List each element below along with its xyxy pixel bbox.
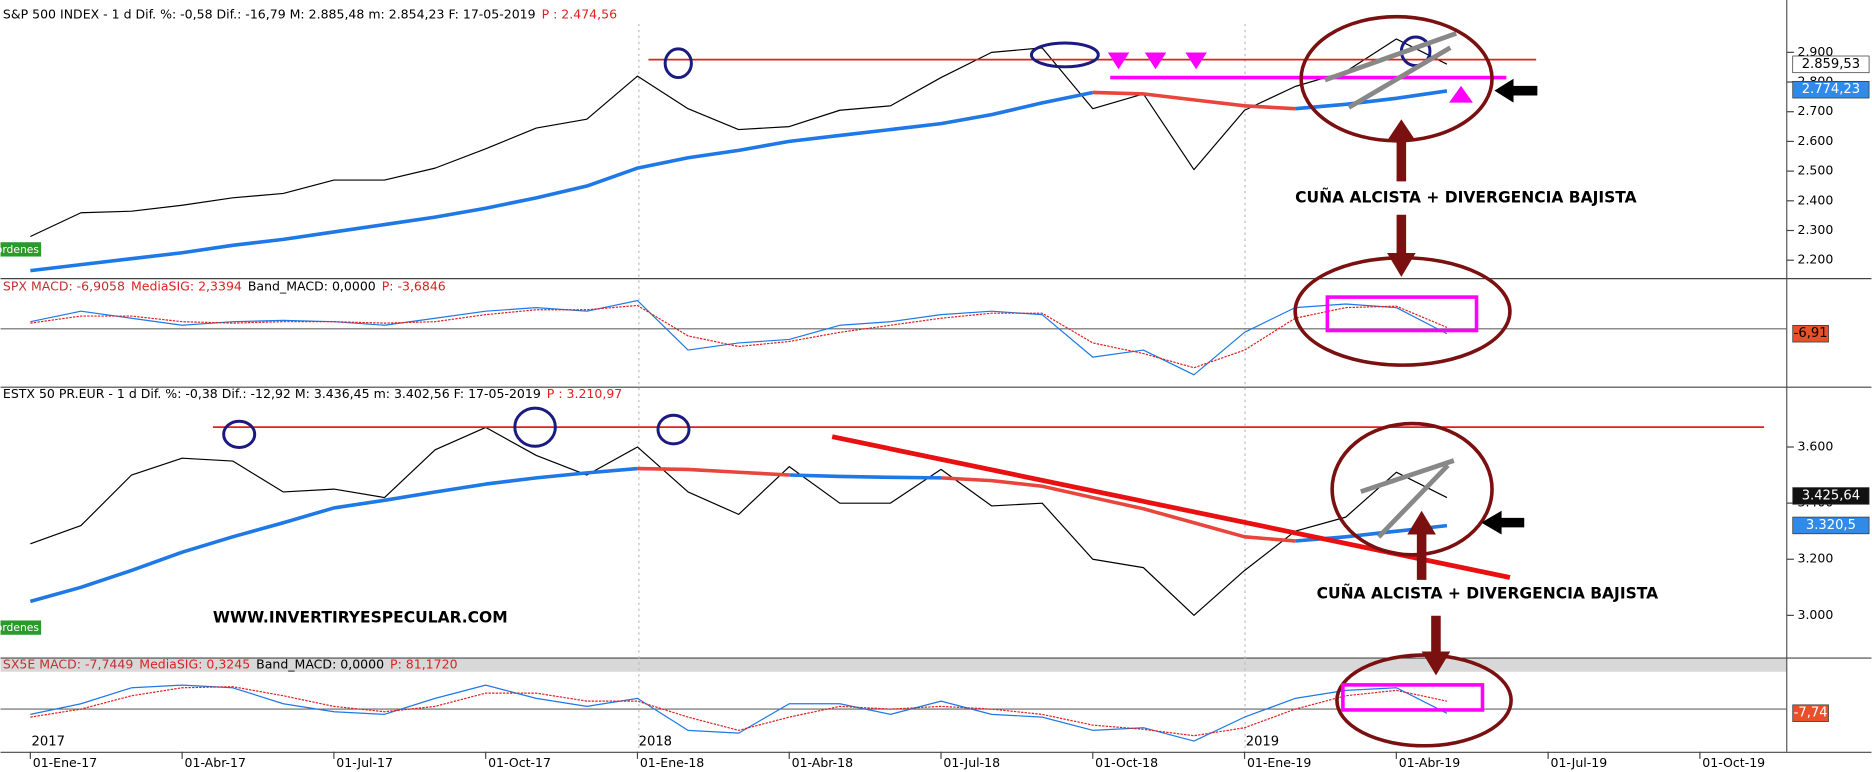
circle-marker — [222, 419, 257, 449]
wedge-line — [1324, 31, 1458, 83]
wedge-line — [1376, 463, 1450, 539]
x-tick-label: 01-Abr-18 — [792, 755, 853, 770]
arrow — [1407, 510, 1436, 580]
y-tick-label: 2.600 — [1797, 133, 1833, 148]
orders-tag: ordenes — [0, 243, 39, 256]
x-tick-label: 01-Jul-18 — [943, 755, 1000, 770]
series-line — [30, 686, 1448, 737]
orders-tag: ordenes — [0, 621, 39, 634]
series-line — [30, 426, 1448, 616]
orders-tag-bg — [0, 620, 42, 635]
value-label: 2.859,53 — [1802, 57, 1860, 72]
arrow — [1387, 119, 1416, 182]
title-part: MediaSIG: 0,3245 — [139, 656, 250, 671]
highlight-ellipse — [1293, 255, 1512, 367]
triangle-marker — [1107, 52, 1207, 70]
panel-title: SPX MACD: -6,9058 MediaSIG: 2,3394 Band_MA… — [3, 278, 446, 293]
series-line — [30, 89, 1448, 273]
x-tick-label: 01-Abr-17 — [185, 755, 246, 770]
title-part: Band_MACD: 0,0000 — [256, 656, 384, 671]
title-part: P: -3,6846 — [382, 278, 446, 293]
x-tick-label: 01-Ene-18 — [640, 755, 704, 770]
circle-marker — [1029, 41, 1100, 69]
circle-marker — [656, 413, 691, 446]
title-part: MediaSIG: 2,3394 — [131, 278, 242, 293]
arrow — [1421, 615, 1451, 676]
title-part: P : 2.474,56 — [542, 6, 617, 21]
series-line — [30, 299, 1448, 376]
value-label-bg — [1792, 324, 1829, 343]
annotations-layer: ordenes ordenes CUÑA ALCISTA + DIVERGENC… — [0, 14, 1765, 748]
series-line — [1092, 90, 1296, 111]
circle-marker — [663, 47, 693, 80]
circle-marker — [513, 406, 557, 448]
title-part: S&P 500 INDEX - 1 d Dif. %: -0,58 Dif.: … — [3, 6, 536, 21]
x-tick-label: 01-Oct-19 — [1702, 755, 1765, 770]
panel-title: S&P 500 INDEX - 1 d Dif. %: -0,58 Dif.: … — [3, 6, 617, 21]
title-part: ESTX 50 PR.EUR - 1 d Dif. %: -0,38 Dif.:… — [3, 385, 541, 400]
y-tick-label: 2.300 — [1797, 222, 1833, 237]
arrow — [1494, 78, 1538, 103]
x-tick-label: 01-Oct-18 — [1095, 755, 1158, 770]
y-tick-label: 3.000 — [1797, 607, 1833, 622]
orders-tag-bg — [0, 242, 42, 257]
highlight-box — [1341, 683, 1485, 712]
value-label-bg — [1792, 704, 1829, 722]
y-tick-label: 3.600 — [1797, 439, 1833, 454]
value-label: 3.320,5 — [1806, 518, 1856, 533]
highlight-ellipse — [1335, 653, 1513, 748]
title-part: SPX MACD: -6,9058 — [3, 278, 125, 293]
wedge-line — [1360, 458, 1455, 494]
year-label: 2019 — [1246, 735, 1279, 750]
arrow — [1481, 510, 1525, 535]
value-label-bg — [1792, 516, 1870, 535]
arrow — [1387, 214, 1416, 277]
year-label: 2017 — [32, 735, 65, 750]
annotation: CUÑA ALCISTA + DIVERGENCIA BAJISTA — [1317, 584, 1659, 603]
value-label: 3.425,64 — [1802, 488, 1860, 503]
wedge-line — [1347, 45, 1452, 110]
value-label: -7,74 — [1794, 706, 1828, 721]
value-label-bg — [1792, 487, 1870, 505]
value-label-bg — [1792, 55, 1870, 74]
series-line — [637, 466, 1296, 543]
y-tick-label: 2.700 — [1797, 103, 1833, 118]
header-band — [0, 658, 1787, 672]
series-line — [30, 38, 1448, 238]
x-tick-label: 01-Oct-17 — [488, 755, 551, 770]
y-tick-label: 3.200 — [1797, 551, 1833, 566]
watermark: WWW.INVERTIRYESPECULAR.COM — [213, 609, 508, 627]
y-tick-label: 2.500 — [1797, 163, 1833, 178]
plot-area: 01-Ene-17 01-Abr-17 01-Jul-17 01-Oct-17 01-E… — [0, 6, 1870, 770]
panel-title: SX5E MACD: -7,7449 MediaSIG: 0,3245 Band_M… — [3, 656, 458, 671]
x-tick-label: 01-Jul-17 — [336, 755, 393, 770]
panel-title: ESTX 50 PR.EUR - 1 d Dif. %: -0,38 Dif.:… — [3, 385, 622, 400]
value-label: -6,91 — [1794, 326, 1828, 341]
y-tick-label: 2.900 — [1797, 44, 1833, 59]
x-tick-label: 01-Ene-19 — [1247, 755, 1311, 770]
annotation: CUÑA ALCISTA + DIVERGENCIA BAJISTA — [1295, 188, 1637, 207]
value-label-bg — [1792, 80, 1870, 99]
triangle-marker — [1449, 85, 1473, 103]
title-part: Band_MACD: 0,0000 — [248, 278, 376, 293]
highlight-box — [1325, 295, 1479, 333]
y-tick-label: 2.200 — [1797, 252, 1833, 267]
title-part: P: 81,1720 — [390, 656, 458, 671]
series-line — [30, 304, 1448, 369]
title-part: SX5E MACD: -7,7449 — [3, 656, 133, 671]
year-label: 2018 — [639, 735, 672, 750]
x-tick-label: 01-Abr-19 — [1399, 755, 1460, 770]
x-tick-label: 01-Jul-19 — [1550, 755, 1607, 770]
title-part: P : 3.210,97 — [547, 385, 622, 400]
value-label: 2.774,23 — [1802, 82, 1860, 97]
highlight-ellipse — [1330, 421, 1494, 557]
y-tick-label: 2.400 — [1797, 192, 1833, 207]
x-tick-label: 01-Ene-17 — [33, 755, 97, 770]
